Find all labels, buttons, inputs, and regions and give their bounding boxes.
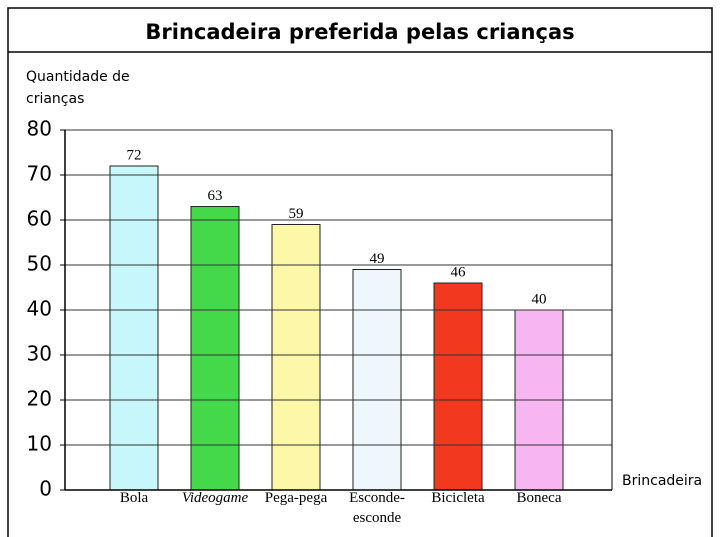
- bar: [433, 282, 483, 491]
- y-tick-label: 40: [27, 297, 52, 321]
- value-label: 49: [370, 251, 385, 267]
- chart-title: Brincadeira preferida pelas crianças: [145, 20, 574, 44]
- x-tick-label: Boneca: [516, 490, 562, 506]
- y-tick-label: 10: [27, 432, 52, 456]
- y-tick-label: 0: [39, 477, 52, 501]
- y-tick-label: 70: [27, 162, 52, 186]
- y-tick-label: 30: [27, 342, 52, 366]
- x-tick-label: Bola: [119, 490, 149, 506]
- bar: [190, 206, 240, 491]
- y-tick-label: 50: [27, 252, 52, 276]
- value-label: 40: [532, 291, 547, 307]
- y-axis-label: Quantidade de crianças: [26, 69, 130, 107]
- x-axis-label: Brincadeira: [622, 473, 703, 489]
- bar: [109, 165, 159, 491]
- value-label: 63: [208, 188, 223, 204]
- value-label: 46: [451, 264, 467, 280]
- x-tick-label: Pega-pega: [264, 490, 328, 506]
- value-label: 72: [127, 147, 142, 163]
- x-tick-label: Esconde-esconde: [349, 490, 405, 526]
- x-tick-label: Videogame: [181, 490, 249, 506]
- y-tick-label: 20: [27, 387, 52, 411]
- y-tick-label: 60: [27, 207, 52, 231]
- frame: [7, 7, 713, 537]
- x-tick-label: Bicicleta: [431, 490, 485, 506]
- bar: [271, 224, 321, 491]
- y-tick-label: 80: [27, 117, 52, 141]
- value-label: 59: [289, 206, 304, 222]
- bar: [352, 269, 402, 491]
